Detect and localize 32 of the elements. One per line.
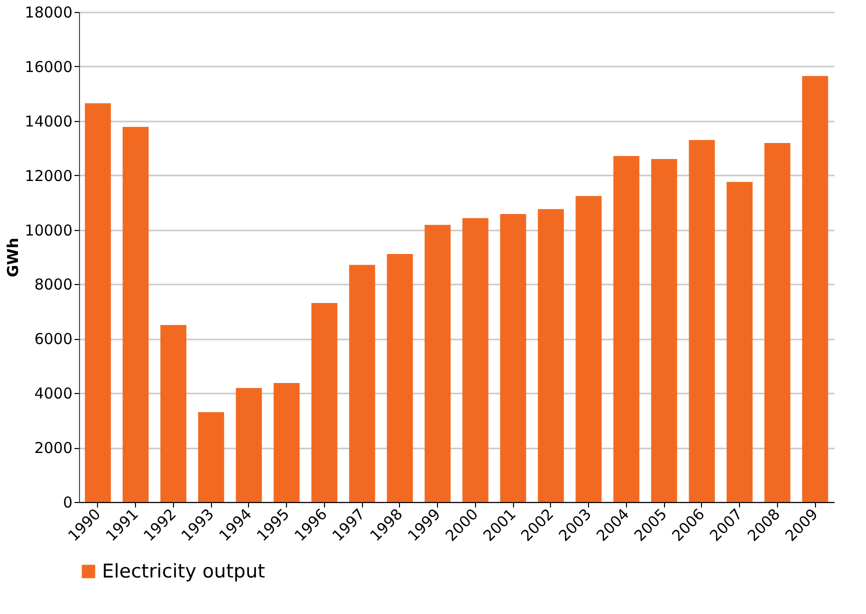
y-tick-label: 12000	[24, 166, 72, 185]
y-tick-label: 10000	[24, 221, 72, 240]
bar	[651, 159, 678, 502]
bar	[613, 156, 640, 502]
bar	[424, 224, 451, 502]
bar	[274, 383, 300, 502]
bar	[311, 303, 338, 502]
y-axis-title: GWh	[4, 238, 22, 278]
bar	[688, 140, 715, 502]
bar	[349, 264, 376, 502]
bar	[160, 325, 186, 502]
y-tick-label: 0	[62, 494, 72, 512]
legend-label: Electricity output	[102, 560, 266, 582]
y-tick-label: 6000	[34, 330, 72, 348]
bar	[236, 388, 262, 502]
bar	[198, 412, 224, 502]
bar	[84, 103, 111, 502]
y-tick-label: 14000	[24, 112, 72, 130]
bar	[462, 218, 488, 502]
y-tick-label: 8000	[34, 276, 72, 294]
bar	[386, 254, 413, 502]
bar	[538, 209, 564, 502]
bar	[576, 196, 602, 502]
bar	[764, 142, 790, 502]
y-tick-label: 2000	[34, 439, 72, 458]
y-tick-label: 18000	[24, 4, 72, 22]
bar	[726, 182, 753, 502]
bar	[802, 76, 828, 502]
bar	[500, 214, 526, 502]
y-tick-label: 16000	[24, 58, 72, 76]
y-tick-label: 4000	[34, 384, 72, 403]
bar	[122, 126, 149, 502]
